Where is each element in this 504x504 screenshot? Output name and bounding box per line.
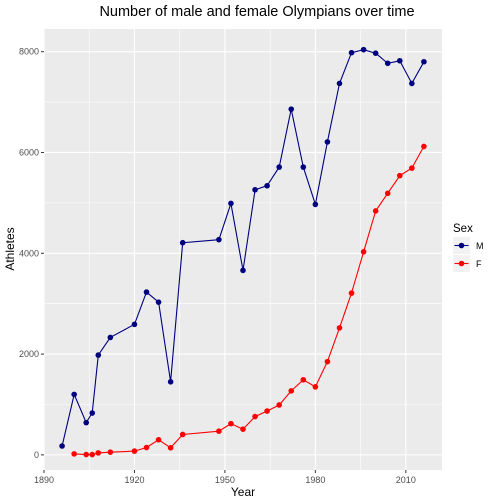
data-point-m xyxy=(396,57,403,64)
data-point-m xyxy=(336,80,343,87)
data-point-m xyxy=(409,80,415,87)
x-tick-label: 1950 xyxy=(215,475,235,485)
data-point-f xyxy=(396,172,403,179)
data-point-f xyxy=(143,444,150,451)
data-point-m xyxy=(59,443,65,449)
data-point-f xyxy=(336,325,343,331)
series-layer xyxy=(59,46,427,458)
data-point-f xyxy=(384,190,391,197)
data-point-m xyxy=(71,391,77,398)
data-point-f xyxy=(89,451,96,458)
data-point-f xyxy=(348,290,355,296)
data-point-m xyxy=(372,50,379,56)
data-point-f xyxy=(107,449,114,455)
data-point-m xyxy=(216,236,222,243)
data-point-m xyxy=(421,58,427,65)
legend-key-point-m xyxy=(458,242,465,249)
y-tick-label: 8000 xyxy=(19,47,39,57)
data-point-m xyxy=(240,267,246,274)
data-point-m xyxy=(155,299,162,305)
data-point-f xyxy=(240,426,246,432)
chart-title: Number of male and female Olympians over… xyxy=(99,4,414,20)
y-axis-title: Athletes xyxy=(3,227,17,270)
y-tick-label: 6000 xyxy=(19,147,39,157)
data-point-f xyxy=(155,436,162,443)
x-tick-label: 1920 xyxy=(124,475,144,485)
data-point-f xyxy=(95,450,102,456)
data-point-f xyxy=(421,143,427,150)
y-tick-label: 2000 xyxy=(19,349,39,359)
grid-major xyxy=(43,29,442,470)
data-point-f xyxy=(252,413,258,420)
data-point-f xyxy=(312,384,319,390)
x-axis: 1890 1920 1950 1980 2010 xyxy=(34,470,416,485)
data-point-m xyxy=(348,49,355,56)
data-point-f xyxy=(360,248,367,255)
data-point-f xyxy=(216,428,222,434)
data-point-m xyxy=(95,352,102,358)
data-point-m xyxy=(360,46,367,53)
data-point-f xyxy=(372,208,379,214)
data-point-m xyxy=(89,410,96,416)
data-point-m xyxy=(131,321,138,328)
x-tick-label: 2010 xyxy=(396,475,416,485)
data-point-f xyxy=(276,402,282,408)
data-point-f xyxy=(409,165,415,171)
y-tick-label: 4000 xyxy=(19,248,39,258)
y-tick-label: 0 xyxy=(34,450,39,460)
data-point-f xyxy=(288,388,295,394)
data-point-f xyxy=(71,451,77,457)
x-axis-title: Year xyxy=(231,485,255,499)
legend-key-point-f xyxy=(458,260,465,267)
data-point-m xyxy=(107,334,114,341)
data-point-f xyxy=(167,445,174,451)
series-line-f xyxy=(74,146,425,456)
data-point-m xyxy=(288,106,295,112)
data-point-m xyxy=(384,60,391,67)
legend-title: Sex xyxy=(453,223,473,235)
data-point-f xyxy=(179,431,186,438)
legend-label-f: F xyxy=(476,259,482,269)
data-point-m xyxy=(300,164,307,170)
data-point-m xyxy=(167,379,174,385)
data-point-m xyxy=(179,239,186,246)
data-point-m xyxy=(312,201,319,208)
legend: Sex MF xyxy=(453,223,484,272)
data-point-f xyxy=(264,408,270,414)
data-point-f xyxy=(228,420,234,427)
y-axis: 0 2000 4000 6000 8000 xyxy=(19,47,44,460)
legend-label-m: M xyxy=(476,241,484,251)
plot-panel xyxy=(44,29,442,470)
data-point-f xyxy=(83,451,90,458)
data-point-m xyxy=(324,139,331,145)
data-point-m xyxy=(264,182,270,189)
x-tick-label: 1980 xyxy=(305,475,325,485)
x-tick-label: 1890 xyxy=(34,475,54,485)
data-point-m xyxy=(83,419,90,426)
grid-minor xyxy=(44,29,442,470)
data-point-f xyxy=(300,376,307,383)
data-point-m xyxy=(143,289,150,295)
data-point-m xyxy=(252,186,258,193)
data-point-m xyxy=(276,164,282,170)
data-point-f xyxy=(131,448,138,454)
data-point-f xyxy=(324,358,331,365)
data-point-m xyxy=(228,200,234,207)
